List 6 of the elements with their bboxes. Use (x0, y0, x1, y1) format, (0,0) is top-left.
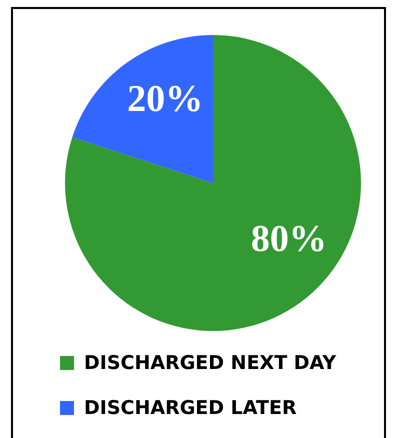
pie-slice (72, 35, 213, 183)
data-label: 20% (127, 78, 204, 120)
pie-slice (65, 35, 361, 331)
legend-label: DISCHARGED LATER (84, 397, 297, 419)
data-label: 80% (250, 218, 327, 260)
legend-label: DISCHARGED NEXT DAY (84, 352, 336, 374)
